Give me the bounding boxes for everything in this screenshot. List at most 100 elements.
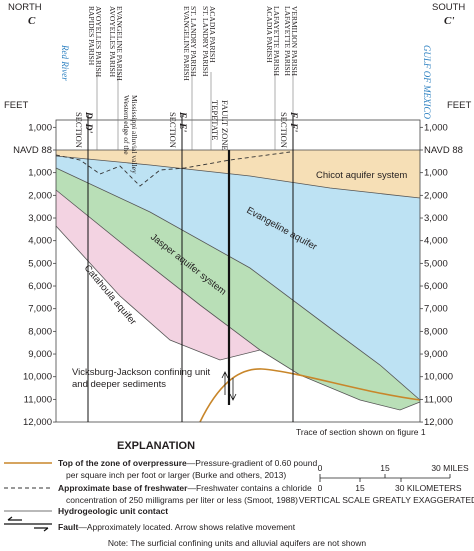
plot-frame (55, 119, 421, 423)
y-tick-label: 1,000 (28, 122, 52, 133)
y-tick-label: 9,000 (28, 349, 52, 360)
legend-fault (4, 516, 52, 532)
contact-line (55, 167, 421, 401)
fault-zone-label: FAULT ZONE (220, 100, 230, 151)
y-tick-label: 6,000 (424, 281, 448, 292)
section-name: E–E' (177, 111, 187, 132)
y-tick-label: 8,000 (424, 326, 448, 337)
valley-note: Western edge of the (122, 95, 131, 155)
scale-label: 30 MILES (431, 463, 469, 473)
y-tick-label: 5,000 (28, 258, 52, 269)
chicot-layer (56, 150, 420, 198)
y-tick-label: 10,000 (424, 372, 453, 383)
scale-label: 15 (380, 463, 390, 473)
scale-label: 30 KILOMETERS (395, 483, 462, 493)
y-tick-label: 10,000 (23, 372, 52, 383)
parish-label: VERMILION PARISH (290, 6, 299, 77)
scale-label: 15 (355, 483, 365, 493)
parish-label: AVOYELLES PARISH (94, 6, 103, 78)
y-tick-label: 1,000 (424, 168, 448, 179)
axis-unit: FEET (4, 100, 28, 111)
legend-entry: Hydrogeologic unit contact (58, 506, 168, 516)
footnote: Note: The surficial confining units and … (108, 538, 367, 548)
unit-label: Chicot aquifer system (316, 170, 407, 181)
contact-line (55, 225, 261, 361)
y-tick-label: 12,000 (424, 417, 453, 428)
fault-zone-label: TEPETATE (210, 100, 220, 140)
river-label: Red River (60, 44, 70, 81)
contact-line (55, 155, 421, 199)
parish-label: ACADIA PARISH (208, 6, 217, 63)
y-tick-label: 3,000 (28, 213, 52, 224)
scale-label: 0 (318, 463, 323, 473)
valley-note: Mississippi alluvial valley (130, 95, 139, 174)
north-label: NORTH (8, 2, 42, 13)
legend-text: per square inch per foot or larger (Burk… (66, 470, 286, 480)
y-tick-label: 8,000 (28, 326, 52, 337)
trace-note: Trace of section shown on figure 1 (296, 427, 426, 437)
parish-label: LAFAYETTE PARISH (283, 6, 292, 77)
y-tick-label: 2,000 (424, 190, 448, 201)
y-tick-label: NAVD 88 (13, 145, 52, 156)
y-tick-label: 7,000 (28, 304, 52, 315)
fault-arrows (221, 371, 237, 401)
axis-unit: FEET (447, 100, 471, 111)
contacts (55, 155, 421, 411)
parish-label: EVANGELINE PARISH (115, 6, 124, 81)
scale-bar (319, 474, 451, 482)
section-label: SECTION (74, 112, 84, 148)
explanation-title: EXPLANATION (117, 440, 195, 452)
y-tick-label: 9,000 (424, 349, 448, 360)
section-label: SECTION (279, 112, 289, 148)
y-tick-label: 2,000 (28, 190, 52, 201)
y-tick-label: 12,000 (23, 417, 52, 428)
parish-label: LAFAYETTE PARISH (272, 6, 281, 77)
y-tick-label: 1,000 (28, 168, 52, 179)
section-label: SECTION (168, 112, 178, 148)
parish-label: EVANGELINE PARISH (182, 6, 191, 81)
legend-term: Approximate base of freshwater (58, 483, 188, 493)
y-tick-label: 7,000 (424, 304, 448, 315)
unit-label: Vicksburg-Jackson confining unit (72, 367, 211, 378)
y-tick-label: 5,000 (424, 258, 448, 269)
legend-term: Hydrogeologic unit contact (58, 506, 168, 516)
vicksburg-layer (56, 226, 420, 422)
parish-boundaries (96, 72, 294, 150)
gulf-label: GULF OF MEXICO (422, 45, 432, 119)
overpressure-line (199, 368, 421, 423)
y-tick-label: NAVD 88 (424, 145, 463, 156)
north-section: C (28, 15, 36, 27)
scale-label: 0 (318, 483, 323, 493)
parish-label: ST. LANDRY PARISH (189, 6, 198, 77)
legend-entry: Fault—Approximately located. Arrow shows… (58, 522, 296, 532)
section-name: D–D' (83, 111, 93, 133)
south-section: C' (444, 15, 454, 27)
legend-text: —Freshwater contains a chloride (187, 483, 312, 493)
legend-term: Top of the zone of overpressure (58, 458, 187, 468)
scale-note: VERTICAL SCALE GREATLY EXAGGERATED (299, 495, 474, 505)
legend-entry: Top of the zone of overpressure—Pressure… (58, 458, 317, 468)
y-tick-label: 11,000 (424, 394, 452, 405)
legend-text: —Approximately located. Arrow shows rela… (78, 522, 295, 532)
freshwater-base-line (55, 151, 291, 187)
legend-term: Fault (58, 522, 78, 532)
section-name: F–F' (288, 111, 298, 132)
y-tick-label: 6,000 (28, 281, 52, 292)
contact-line (55, 189, 421, 411)
legend-text: concentration of 250 milligrams per lite… (66, 495, 298, 505)
y-tick-label: 1,000 (424, 122, 448, 133)
y-tick-label: 4,000 (424, 236, 448, 247)
south-label: SOUTH (432, 2, 465, 13)
parish-label: AVOYELLES PARISH (108, 6, 117, 78)
y-tick-label: 3,000 (424, 213, 448, 224)
legend-text: —Pressure-gradient of 0.60 pound (187, 458, 318, 468)
parish-label: ACADIA PARISH (265, 6, 274, 63)
parish-label: ST. LANDRY PARISH (201, 6, 210, 77)
layers (55, 72, 421, 423)
y-tick-label: 4,000 (28, 236, 52, 247)
y-tick-label: 11,000 (24, 394, 52, 405)
parish-label: RAPIDES PARISH (87, 6, 96, 66)
legend-entry: Approximate base of freshwater—Freshwate… (58, 483, 312, 493)
unit-label: and deeper sediments (72, 379, 166, 390)
